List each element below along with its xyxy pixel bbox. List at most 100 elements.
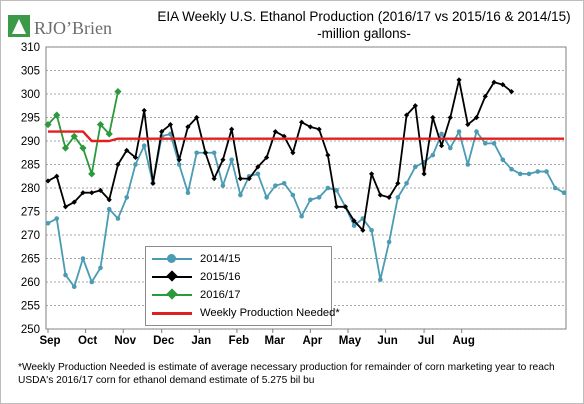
data-point xyxy=(308,197,313,203)
data-point xyxy=(106,197,112,203)
data-point xyxy=(430,152,436,158)
data-point xyxy=(316,195,322,200)
data-point xyxy=(70,132,78,140)
x-tick-label: Dec xyxy=(153,335,175,347)
chart-subtitle: -million gallons- xyxy=(317,26,411,41)
y-tick-label: 310 xyxy=(21,42,40,54)
data-point xyxy=(194,150,199,156)
data-point xyxy=(54,216,60,221)
data-point xyxy=(307,124,313,130)
data-point xyxy=(45,178,51,184)
rjobrien-logo: RJO’Brien xyxy=(8,15,112,38)
y-tick-label: 300 xyxy=(21,89,40,101)
x-tick-label: Apr xyxy=(302,335,322,347)
data-point xyxy=(124,195,130,200)
x-tick-label: Feb xyxy=(229,335,249,347)
chart-title: EIA Weekly U.S. Ethanol Production (2016… xyxy=(157,9,571,24)
data-point xyxy=(351,218,357,224)
x-tick-label: Jan xyxy=(191,335,211,347)
data-point xyxy=(413,164,418,170)
y-tick-label: 280 xyxy=(21,183,40,195)
data-point xyxy=(500,82,506,88)
x-tick-label: Sep xyxy=(39,335,60,347)
data-point xyxy=(316,126,322,132)
data-point xyxy=(482,93,488,99)
data-point xyxy=(544,169,549,174)
data-point xyxy=(185,124,191,130)
data-point xyxy=(526,171,532,177)
data-point xyxy=(220,183,226,188)
data-point xyxy=(474,129,479,134)
data-point xyxy=(456,77,462,83)
y-tick-label: 290 xyxy=(21,136,40,148)
data-point xyxy=(141,143,147,148)
logo-text: RJO’Brien xyxy=(34,18,112,38)
data-point xyxy=(299,119,305,125)
data-point xyxy=(334,188,339,193)
data-point xyxy=(500,157,506,163)
legend-item-2014-15: 2014/15 xyxy=(152,251,332,267)
y-tick-label: 275 xyxy=(21,207,40,219)
data-point xyxy=(185,190,191,195)
data-point xyxy=(124,147,130,153)
data-point xyxy=(71,199,77,205)
x-tick-label: Jun xyxy=(377,335,397,347)
data-point xyxy=(133,162,138,167)
data-point xyxy=(159,129,165,135)
data-point xyxy=(378,277,383,282)
y-tick-label: 305 xyxy=(21,66,40,78)
y-tick-label: 270 xyxy=(21,230,40,242)
data-point xyxy=(448,145,453,151)
data-point xyxy=(447,114,453,121)
y-tick-label: 255 xyxy=(21,301,40,313)
data-point xyxy=(508,89,515,95)
legend-label: 2014/15 xyxy=(200,253,241,265)
legend-label: 2016/17 xyxy=(200,289,241,301)
data-point xyxy=(211,176,217,182)
data-point xyxy=(517,171,523,177)
data-point xyxy=(368,171,375,177)
data-point xyxy=(491,79,497,85)
data-point xyxy=(54,173,60,179)
data-point xyxy=(96,120,105,129)
data-point xyxy=(176,157,182,163)
x-tick-label: Oct xyxy=(78,335,97,347)
data-point xyxy=(237,176,244,182)
data-point xyxy=(325,185,331,191)
data-point xyxy=(456,129,462,134)
x-tick-label: Nov xyxy=(114,335,136,347)
data-point xyxy=(281,181,287,186)
data-point xyxy=(281,133,287,139)
data-point xyxy=(264,195,269,200)
legend-diamond-marker xyxy=(166,288,178,300)
data-point xyxy=(509,166,514,172)
x-tick-label: Jul xyxy=(418,335,435,347)
data-point xyxy=(246,176,252,182)
series-line-3 xyxy=(48,130,564,143)
data-point xyxy=(44,120,52,129)
data-point xyxy=(45,220,51,226)
data-point xyxy=(403,112,410,118)
data-point xyxy=(412,103,418,109)
data-point xyxy=(167,121,174,128)
data-point xyxy=(438,143,445,149)
data-point xyxy=(272,129,278,135)
y-tick-label: 295 xyxy=(21,113,40,125)
legend-circle-marker xyxy=(167,254,176,263)
data-point xyxy=(141,107,147,114)
data-point xyxy=(552,185,558,191)
data-point xyxy=(132,154,139,161)
data-point xyxy=(229,126,235,132)
y-tick-label: 285 xyxy=(21,160,40,172)
data-point xyxy=(220,157,226,163)
data-point xyxy=(491,141,497,146)
data-point xyxy=(369,228,374,233)
data-point xyxy=(255,171,261,177)
legend-diamond-marker xyxy=(166,270,178,282)
data-point xyxy=(325,152,331,158)
data-point xyxy=(89,279,95,285)
data-point xyxy=(255,164,261,170)
data-point xyxy=(535,169,541,174)
data-point xyxy=(465,121,471,128)
